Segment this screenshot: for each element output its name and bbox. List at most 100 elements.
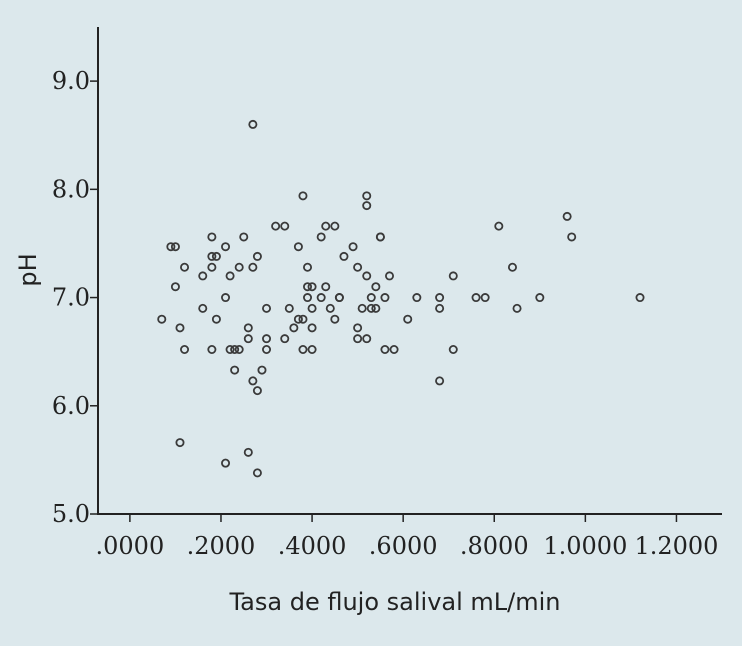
data-point bbox=[353, 262, 363, 272]
data-point bbox=[175, 438, 185, 448]
data-point bbox=[157, 314, 167, 324]
data-point bbox=[448, 271, 458, 281]
data-point bbox=[435, 376, 445, 386]
data-point bbox=[362, 201, 372, 211]
data-point bbox=[180, 262, 190, 272]
data-point bbox=[170, 242, 180, 252]
data-point bbox=[307, 323, 317, 333]
data-point bbox=[435, 293, 445, 303]
data-point bbox=[243, 447, 253, 457]
data-point bbox=[207, 232, 217, 242]
y-axis-ticks: 5.0 6.0 7.0 8.0 9.0 bbox=[52, 67, 98, 528]
axis-lines bbox=[97, 27, 722, 515]
data-point bbox=[362, 334, 372, 344]
data-point bbox=[271, 221, 281, 231]
data-point bbox=[303, 293, 313, 303]
data-point bbox=[307, 282, 317, 292]
y-tick-label: 9.0 bbox=[52, 67, 90, 95]
data-point bbox=[330, 221, 340, 231]
data-point bbox=[412, 293, 422, 303]
data-point bbox=[353, 323, 363, 333]
data-point bbox=[507, 262, 517, 272]
data-point bbox=[321, 221, 331, 231]
data-point bbox=[371, 282, 381, 292]
data-point bbox=[211, 251, 221, 261]
data-point bbox=[262, 334, 272, 344]
data-point bbox=[248, 376, 258, 386]
data-point bbox=[494, 221, 504, 231]
data-point bbox=[221, 242, 231, 252]
data-point bbox=[252, 251, 262, 261]
data-point bbox=[353, 334, 363, 344]
data-point bbox=[198, 303, 208, 313]
data-point bbox=[175, 323, 185, 333]
data-point bbox=[257, 365, 267, 375]
data-point bbox=[248, 119, 258, 129]
data-point bbox=[293, 314, 303, 324]
data-point bbox=[362, 271, 372, 281]
data-point bbox=[385, 271, 395, 281]
data-point bbox=[207, 262, 217, 272]
x-tick-label: .8000 bbox=[460, 532, 529, 560]
data-point bbox=[298, 191, 308, 201]
data-point bbox=[262, 345, 272, 355]
data-point bbox=[471, 293, 481, 303]
y-axis-title: pH bbox=[14, 253, 42, 286]
data-point bbox=[635, 293, 645, 303]
data-point bbox=[230, 365, 240, 375]
data-point bbox=[252, 468, 262, 478]
data-point bbox=[225, 271, 235, 281]
data-point bbox=[307, 303, 317, 313]
data-point bbox=[243, 334, 253, 344]
data-point bbox=[180, 345, 190, 355]
data-point bbox=[321, 282, 331, 292]
x-tick-label: .0000 bbox=[96, 532, 165, 560]
data-point bbox=[239, 232, 249, 242]
data-point bbox=[562, 211, 572, 221]
data-point bbox=[512, 303, 522, 313]
data-point bbox=[366, 293, 376, 303]
data-point bbox=[243, 323, 253, 333]
data-point bbox=[567, 232, 577, 242]
data-point bbox=[362, 191, 372, 201]
data-point bbox=[298, 314, 308, 324]
data-point bbox=[334, 293, 344, 303]
data-point bbox=[303, 262, 313, 272]
data-point bbox=[221, 293, 231, 303]
x-tick-label: 1.0000 bbox=[543, 532, 627, 560]
data-point bbox=[357, 303, 367, 313]
data-point bbox=[380, 345, 390, 355]
data-point bbox=[221, 458, 231, 468]
data-point bbox=[289, 323, 299, 333]
data-point bbox=[403, 314, 413, 324]
data-point bbox=[225, 345, 235, 355]
x-tick-label: 1.2000 bbox=[634, 532, 718, 560]
data-point bbox=[380, 293, 390, 303]
data-point bbox=[535, 293, 545, 303]
data-point bbox=[252, 386, 262, 396]
data-point bbox=[284, 303, 294, 313]
data-point bbox=[480, 293, 490, 303]
data-point bbox=[207, 251, 217, 261]
data-point bbox=[198, 271, 208, 281]
plot-points bbox=[157, 119, 645, 478]
data-point bbox=[298, 345, 308, 355]
data-point bbox=[339, 251, 349, 261]
data-point bbox=[375, 232, 385, 242]
data-point bbox=[325, 303, 335, 313]
y-tick-label: 6.0 bbox=[52, 392, 90, 420]
data-point bbox=[348, 242, 358, 252]
data-point bbox=[280, 334, 290, 344]
data-point bbox=[389, 345, 399, 355]
y-tick-label: 8.0 bbox=[52, 175, 90, 203]
x-tick-label: .6000 bbox=[369, 532, 438, 560]
data-point bbox=[371, 303, 381, 313]
data-point bbox=[448, 345, 458, 355]
data-point bbox=[280, 221, 290, 231]
data-point bbox=[330, 314, 340, 324]
data-point bbox=[248, 262, 258, 272]
x-tick-label: .4000 bbox=[278, 532, 347, 560]
data-point bbox=[435, 303, 445, 313]
data-point bbox=[307, 345, 317, 355]
